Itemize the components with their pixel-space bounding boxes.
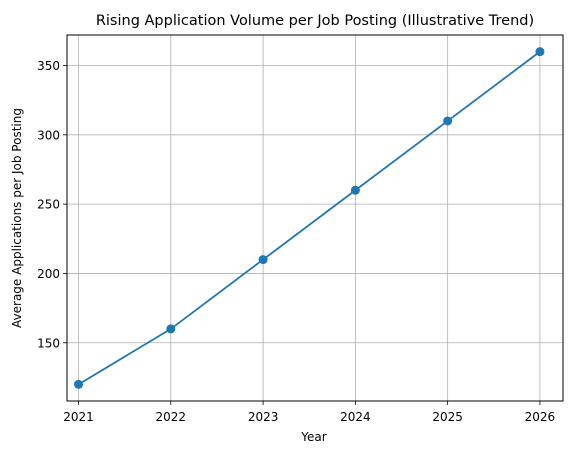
x-tick-label: 2025 <box>432 410 463 424</box>
x-tick-label: 2023 <box>248 410 279 424</box>
data-point <box>258 255 268 265</box>
x-tick-label: 2024 <box>340 410 371 424</box>
x-axis-label: Year <box>300 430 326 444</box>
grid <box>67 35 563 401</box>
y-tick-label: 350 <box>37 59 60 73</box>
x-tick-label: 2026 <box>525 410 556 424</box>
series-layer <box>74 47 545 389</box>
x-axis: 2021 2022 2023 2024 2025 2026 <box>63 401 555 424</box>
data-point <box>535 47 545 57</box>
data-point <box>443 116 453 126</box>
y-tick-label: 300 <box>37 128 60 142</box>
y-axis-label: Average Applications per Job Posting <box>10 108 24 328</box>
x-tick-label: 2021 <box>63 410 94 424</box>
data-point <box>166 324 176 334</box>
y-tick-label: 150 <box>37 336 60 350</box>
y-tick-label: 250 <box>37 198 60 212</box>
data-point <box>350 185 360 195</box>
y-tick-label: 200 <box>37 267 60 281</box>
chart-title: Rising Application Volume per Job Postin… <box>96 13 534 29</box>
y-axis: 150 200 250 300 350 <box>37 59 67 350</box>
series-line <box>78 50 541 386</box>
data-point <box>74 379 84 389</box>
plot-frame <box>66 34 564 402</box>
x-tick-label: 2022 <box>156 410 187 424</box>
